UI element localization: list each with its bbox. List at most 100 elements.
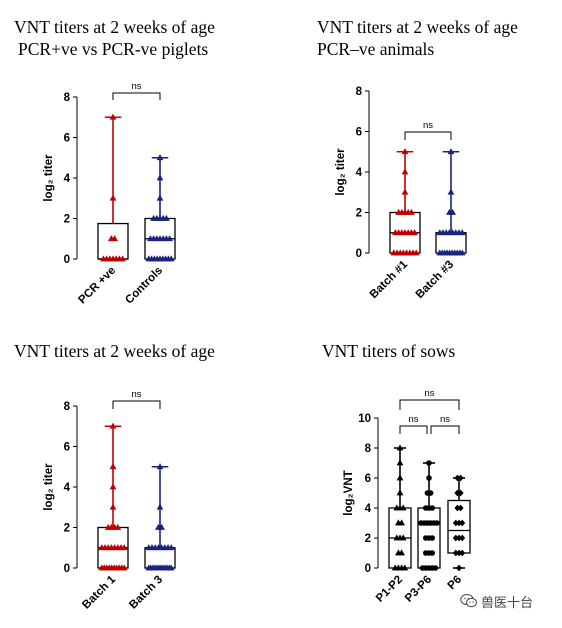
p1-group2-point-21 [163,214,170,221]
p4-significance-label-3: ns [440,414,450,425]
p4-group3-point-16 [457,474,464,482]
p4-group1-point-11 [398,519,405,526]
p3-group1-point-10 [120,564,128,571]
p3-group2-box [144,547,176,569]
p4-group3-point-5 [452,534,459,542]
p3-group2-point-23 [156,503,164,510]
p4-ytick-label-4: 8 [365,443,372,455]
p3-ytick-label-3: 6 [64,442,70,454]
p2-y-axis-label: log₂ titer [335,148,347,196]
p2-ytick-label-3: 6 [356,127,362,139]
p4-group3-point-9 [456,519,462,527]
p1-xtick-label-1: PCR +ve [76,265,118,307]
p4-group2-point-20 [429,505,436,511]
p4-group-3 [447,474,471,572]
p4-xtick-label-2: P3-P6 [403,574,434,605]
p2-ytick-label-2: 4 [356,167,363,179]
p3-xtick-label-2: Batch 3 [127,574,165,612]
p2-group1-point-20 [408,208,415,215]
p4-group3-point-12 [457,504,464,512]
p1-group2-point-9 [167,255,175,262]
p4-group3-point-13 [454,489,461,497]
panel3-title-line1: VNT titers at 2 weeks of age [14,341,215,361]
p1-group-2 [144,154,176,262]
p3-group1-point-23 [109,503,117,510]
p3-chart: 0 2 4 6 8 log₂ titer Batch 1 Batch 3 ns [43,389,176,612]
p4-group3-point-10 [459,519,466,527]
p4-group2-point-24 [426,460,432,466]
p1-group2-point-22 [156,194,164,201]
p2-group2-box [435,232,467,254]
p3-xtick-label-1: Batch 1 [80,573,118,611]
p4-group3-point-15 [454,474,461,482]
p4-group-2 [417,460,441,571]
p4-group1-point-6 [398,549,405,556]
p3-group1-point-25 [109,463,117,470]
p1-significance-label-1: ns [131,81,141,92]
p4-group1-point-9 [399,534,407,541]
p2-group1-point-23 [401,148,409,155]
p4-xtick-label-1: P1-P2 [374,574,405,605]
p2-chart: 0 2 4 6 8 log₂ titer Batch #1 Batch #3 ns [335,86,467,301]
p4-group1-point-4 [401,564,409,571]
panel1-title-line2: PCR+ve vs PCR-ve piglets [18,39,209,59]
p2-group1-point-15 [411,229,418,236]
p3-group1-point-24 [109,483,117,490]
p2-group-1 [389,148,421,256]
p1-ytick-label-4: 8 [64,92,71,104]
p2-xtick-label-1: Batch #1 [368,258,411,301]
p3-ytick-label-4: 8 [64,401,71,413]
p1-group1-point-10 [109,194,117,201]
p4-group2-point-23 [426,475,432,481]
p1-group1-box [97,222,129,260]
p2-group1-point-22 [401,168,409,175]
p1-group1-point-7 [119,255,126,262]
p4-group1-point-15 [396,489,404,496]
p3-group-2 [144,463,176,571]
p4-ytick-label-1: 2 [365,533,371,545]
p4-group1-point-18 [396,444,404,451]
p4-group3-point-14 [457,489,464,497]
p3-group2-point-20 [167,544,175,551]
p4-group3-point-3 [456,549,462,557]
p1-group-1 [97,113,129,262]
p1-significance-bracket-1 [112,92,161,100]
p2-group-2 [435,148,467,256]
p2-significance-label-1: ns [423,120,433,131]
p3-group2-point-24 [156,463,164,470]
p2-group2-point-10 [458,249,466,256]
p2-ytick-label-1: 2 [356,208,362,220]
p1-group2-point-23 [156,174,164,181]
p1-ytick-label-3: 6 [64,133,70,145]
p3-group1-point-26 [109,422,117,429]
p1-group2-point-24 [156,154,164,161]
watermark: 兽医十台 [460,590,550,612]
p2-ytick-label-0: 0 [356,248,362,260]
p4-ytick-label-2: 4 [365,503,372,515]
p2-ytick-label-4: 8 [356,86,363,98]
p3-ytick-label-0: 0 [64,563,70,575]
p4-group1-point-17 [396,459,404,466]
panel2-title-line2: PCR–ve animals [317,39,435,59]
p1-ytick-label-1: 2 [64,214,70,226]
p4-group-1 [388,444,412,571]
p3-group1-point-22 [114,523,122,530]
p1-ytick-label-0: 0 [64,254,70,266]
p3-significance-bracket-1 [112,400,161,409]
p3-group2-point-22 [158,523,165,530]
p4-y-axis-label: log₂VNT [343,470,355,515]
p2-group2-point-18 [458,229,466,236]
p1-y-axis-label: log₂ titer [43,154,55,202]
panel4-title-line1: VNT titers of sows [322,341,456,361]
p1-xtick-label-2: Controls [123,265,165,307]
p3-ytick-label-1: 2 [64,523,70,535]
p4-group2-point-17 [434,520,440,526]
p2-group2-point-21 [447,188,455,195]
wechat-icon [460,593,478,608]
p4-group3-point-8 [452,519,459,527]
p2-group1-point-21 [401,188,409,195]
p4-ytick-label-3: 6 [365,473,371,485]
p4-group3-point-2 [452,549,459,557]
